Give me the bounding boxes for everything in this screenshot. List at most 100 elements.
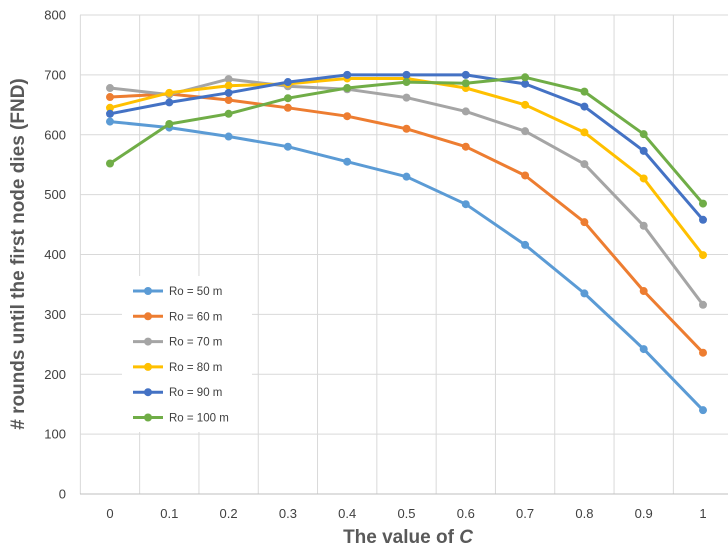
data-point [106,93,114,102]
data-point [343,70,352,79]
data-point [521,240,530,249]
legend-label: Ro = 80 m [169,362,222,374]
data-point [224,88,233,97]
y-tick-label: 100 [44,427,66,442]
data-point [521,100,530,109]
legend-label: Ro = 100 m [169,413,229,425]
legend-item: Ro = 90 m [133,387,222,399]
data-point [224,81,233,90]
data-point [402,93,411,102]
series-group [106,70,707,224]
x-tick-label: 0.4 [338,506,356,521]
x-tick-label: 0.6 [457,506,475,521]
data-point [106,117,114,126]
y-axis-title: # rounds until the first node dies (FND) [8,78,29,430]
data-point [639,130,648,139]
data-point [699,406,707,415]
legend-swatch-marker [144,287,152,295]
x-tick-label: 1 [699,506,706,521]
legend-item: Ro = 50 m [133,286,222,298]
legend-label: Ro = 70 m [169,337,222,349]
legend-swatch-marker [144,362,152,371]
x-axis-title: The value of C [343,527,473,548]
legend-label: Ro = 90 m [169,387,222,399]
series-group [106,73,707,208]
data-point [639,345,648,354]
data-point [165,88,174,97]
data-point [106,109,114,118]
legend-item: Ro = 70 m [133,337,222,349]
x-tick-label: 0 [106,506,113,521]
legend-swatch-marker [144,312,152,321]
data-point [699,199,707,208]
x-tick-label: 0.2 [220,506,238,521]
legend-swatch-marker [144,413,152,422]
data-point [461,142,470,151]
data-point [521,171,530,180]
data-point [580,160,589,169]
data-point [283,78,292,87]
data-point [580,218,589,227]
y-tick-label: 200 [44,367,66,382]
legend-item: Ro = 100 m [133,413,229,425]
x-tick-label: 0.7 [516,506,534,521]
data-point [343,112,352,121]
y-tick-label: 400 [44,247,66,262]
y-tick-label: 500 [44,187,66,202]
data-point [402,78,411,87]
data-point [165,98,174,107]
legend-swatch-marker [144,337,152,346]
data-point [343,157,352,166]
data-point [283,103,292,112]
data-point [224,132,233,141]
data-point [699,215,707,224]
axes: 0 100 200 300 400 500 600 700 800 0 0.1 0.2 0.3 0.4 0.… [44,8,728,521]
data-point [521,79,530,88]
legend-item: Ro = 60 m [133,311,222,323]
y-tick-label: 300 [44,307,66,322]
data-point [106,103,114,112]
series-group [106,75,707,309]
data-point [461,107,470,116]
data-point [106,84,114,93]
data-point [224,109,233,118]
data-point [580,87,589,96]
data-point [461,79,470,88]
y-tick-label: 600 [44,127,66,142]
y-tick-label: 700 [44,67,66,82]
legend-background [122,276,252,432]
data-point [639,146,648,155]
x-tick-label: 0.3 [279,506,297,521]
series-group [106,117,707,415]
data-point [580,289,589,298]
data-point [165,119,174,128]
x-tick-label: 0.8 [575,506,593,521]
data-point [283,142,292,151]
data-point [699,251,707,260]
data-point [402,124,411,133]
x-tick-label: 0.1 [160,506,178,521]
data-point [699,300,707,309]
legend-label: Ro = 60 m [169,311,222,323]
y-tick-label: 0 [59,487,66,502]
x-axis-title-symbol: C [459,527,473,548]
legend: Ro = 50 m Ro = 60 m Ro = 70 m Ro = 80 m Ro =… [122,276,252,432]
data-point [402,70,411,79]
data-point [521,73,530,82]
data-point [639,287,648,296]
series-group [106,90,707,357]
data-point [461,70,470,79]
legend-label: Ro = 50 m [169,286,222,298]
x-tick-label: 0.9 [635,506,653,521]
data-point [521,127,530,136]
data-point [402,172,411,181]
data-point [461,200,470,209]
data-point [106,159,114,168]
data-point [699,348,707,357]
data-point [224,96,233,105]
y-tick-label: 800 [44,8,66,23]
data-point [639,221,648,230]
data-point [639,174,648,183]
x-axis-title-text: The value of [343,527,459,548]
legend-swatch-marker [144,388,152,397]
